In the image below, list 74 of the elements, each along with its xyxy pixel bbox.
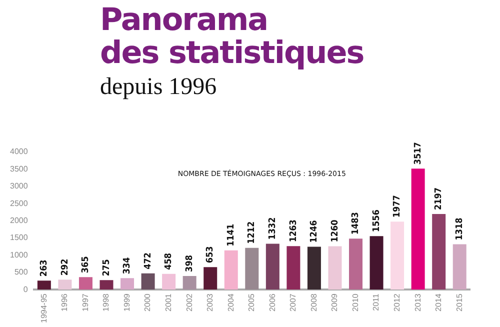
data-label: 1483 xyxy=(351,212,362,235)
x-tick-label: 2003 xyxy=(206,293,215,312)
data-label: 398 xyxy=(184,254,195,272)
x-tick-label: 2011 xyxy=(372,293,381,311)
bar xyxy=(78,277,92,290)
bar xyxy=(432,214,446,290)
x-tick-label: 1998 xyxy=(102,293,111,312)
bar xyxy=(224,250,238,290)
x-tick-label: 2013 xyxy=(413,293,422,312)
x-tick-label: 1996 xyxy=(60,293,70,312)
x-tick-label: 2005 xyxy=(247,293,256,312)
data-label: 1141 xyxy=(226,223,236,246)
x-tick-label: 2009 xyxy=(330,293,340,312)
data-label: 1556 xyxy=(372,209,382,232)
bar xyxy=(286,246,300,290)
data-label: 1246 xyxy=(310,220,320,243)
x-tick-label: 2004 xyxy=(226,293,236,312)
bar xyxy=(411,168,425,290)
data-label: 1332 xyxy=(268,217,278,240)
bar xyxy=(37,280,51,290)
x-tick-label: 1994-95 xyxy=(39,293,48,323)
bar xyxy=(452,244,466,290)
bar xyxy=(307,246,321,290)
data-label: 1212 xyxy=(247,221,258,244)
bar xyxy=(370,236,384,290)
bar xyxy=(58,280,72,290)
data-label: 3517 xyxy=(413,142,424,165)
x-tick-label: 2008 xyxy=(309,293,318,312)
y-tick-label: 2000 xyxy=(10,216,28,226)
y-tick-label: 3000 xyxy=(10,182,28,191)
data-label: 472 xyxy=(143,252,154,270)
y-tick-label: 1000 xyxy=(10,250,28,260)
bar xyxy=(349,238,363,290)
data-label: 292 xyxy=(60,258,70,276)
chart-subtitle: depuis 1996 xyxy=(100,74,217,101)
x-tick-label: 2014 xyxy=(434,293,444,312)
data-label: 263 xyxy=(40,260,50,277)
x-tick-label: 2012 xyxy=(392,293,402,312)
x-tick-label: 2006 xyxy=(268,293,277,312)
y-tick-label: 0 xyxy=(23,284,28,294)
data-label: 1977 xyxy=(392,195,403,218)
data-label: 275 xyxy=(102,258,112,276)
x-tick-label: 2010 xyxy=(350,293,360,312)
x-tick-label: 2002 xyxy=(184,293,194,312)
x-tick-label: 2000 xyxy=(143,293,152,312)
bar xyxy=(141,273,155,290)
bar xyxy=(100,280,114,290)
data-label: 458 xyxy=(164,252,174,270)
data-label: 653 xyxy=(206,246,216,264)
bar xyxy=(120,278,134,290)
data-label: 334 xyxy=(122,256,133,274)
data-label: 365 xyxy=(81,256,92,274)
x-tick-label: 2015 xyxy=(454,293,464,312)
y-tick-label: 3500 xyxy=(10,164,28,174)
bar xyxy=(245,248,259,290)
y-tick-label: 2500 xyxy=(10,198,28,208)
data-label: 2197 xyxy=(434,187,444,210)
y-tick-label: 500 xyxy=(14,268,28,277)
x-tick-label: 1997 xyxy=(80,293,90,312)
bar xyxy=(328,246,342,290)
data-label: 1318 xyxy=(454,217,465,240)
x-tick-label: 2001 xyxy=(164,293,174,312)
x-tick-label: 2007 xyxy=(288,293,298,312)
bar xyxy=(162,274,176,290)
bar xyxy=(204,267,218,290)
bar xyxy=(390,222,404,290)
y-tick-label: 1500 xyxy=(10,233,28,242)
x-tick-label: 1999 xyxy=(122,293,132,312)
bar xyxy=(266,244,280,290)
bar xyxy=(182,276,196,290)
chart-title: Panorama des statistiques xyxy=(100,2,364,71)
y-tick-label: 4000 xyxy=(10,147,28,156)
data-label: 1260 xyxy=(330,219,340,242)
data-label: 1263 xyxy=(288,220,299,242)
